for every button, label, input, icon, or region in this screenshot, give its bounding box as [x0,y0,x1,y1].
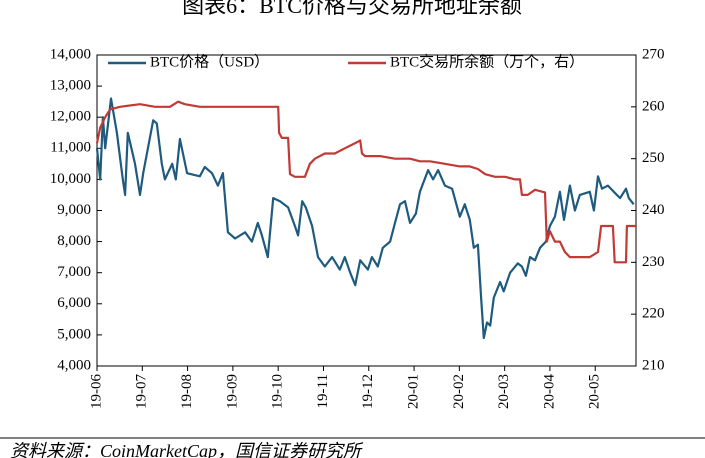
x-tick-label: 19-12 [360,374,376,409]
x-tick-label: 20-04 [541,374,557,409]
legend-label: BTC交易所余额（万个，右） [390,52,584,70]
y-tick-label: 12,000 [50,109,91,125]
legend-label: BTC价格（USD） [150,53,269,70]
x-tick-label: 20-02 [451,374,467,409]
x-tick-label: 20-03 [496,374,512,409]
y2-tick-label: 210 [642,357,665,373]
y-tick-label: 7,000 [57,264,91,280]
x-tick-label: 19-06 [88,374,104,409]
y-tick-label: 6,000 [57,295,91,311]
y2-tick-label: 250 [642,150,665,166]
x-tick-label: 19-10 [270,374,286,409]
y-tick-label: 5,000 [57,326,91,342]
y-tick-label: 9,000 [57,202,91,218]
y2-tick-label: 270 [642,46,665,62]
x-tick-label: 19-09 [224,374,240,409]
x-tick-label: 19-07 [134,374,150,409]
x-tick-label: 19-11 [315,374,331,408]
y-tick-label: 10,000 [50,171,91,187]
y-tick-label: 8,000 [57,233,91,249]
y2-tick-label: 240 [642,202,665,218]
y2-tick-label: 220 [642,306,665,322]
x-tick-label: 20-01 [405,374,421,409]
source-note: 资料来源：CoinMarketCap，国信证券研究所 [10,441,364,458]
y-tick-label: 13,000 [50,78,91,94]
y-tick-label: 11,000 [50,140,91,156]
x-tick-label: 19-08 [179,374,195,409]
y2-tick-label: 260 [642,98,665,114]
x-tick-label: 20-05 [587,374,603,409]
y2-tick-label: 230 [642,254,665,270]
y-tick-label: 14,000 [50,46,91,62]
series-line [95,100,636,264]
y-tick-label: 4,000 [57,357,91,373]
chart-title: 图表6：BTC价格与交易所地址余额 [182,0,522,18]
series-line [95,97,635,340]
